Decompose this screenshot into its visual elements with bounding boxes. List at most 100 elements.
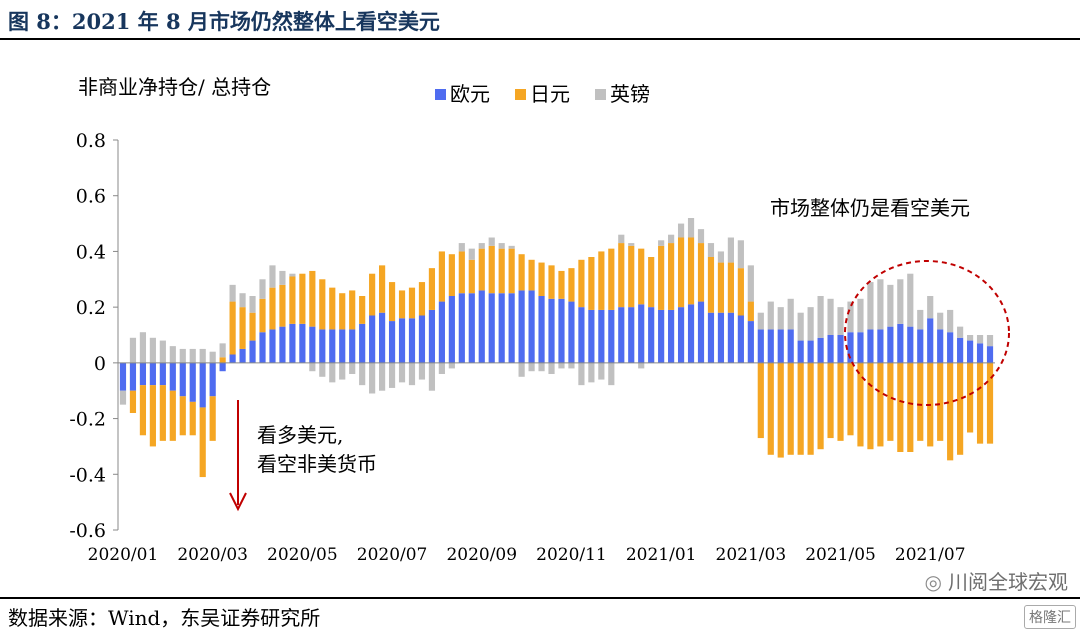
bar-eur-26 <box>379 312 386 363</box>
source-rule <box>0 597 1080 599</box>
bar-jpy-8 <box>199 407 206 478</box>
bar-jpy-49 <box>608 248 615 310</box>
y-tick-label: 0.4 <box>76 241 106 263</box>
bar-jpy-3 <box>149 385 156 447</box>
bar-jpy-20 <box>319 279 326 330</box>
bar-eur-43 <box>548 298 555 363</box>
bar-jpy-16 <box>279 284 286 327</box>
bar-eur-42 <box>538 296 545 363</box>
bar-gbp-66 <box>777 307 784 330</box>
bar-gbp-79 <box>907 273 914 327</box>
bar-jpy-63 <box>747 301 754 322</box>
x-tick-label: 2020/05 <box>267 545 338 565</box>
bar-gbp-70 <box>817 296 824 338</box>
bar-gbp-46 <box>578 362 585 386</box>
bar-eur-80 <box>917 329 924 363</box>
bar-gbp-5 <box>169 346 176 363</box>
bar-eur-20 <box>319 329 326 363</box>
bar-gbp-78 <box>897 279 904 324</box>
source-note: 数据来源：Wind，东吴证券研究所 <box>8 606 321 630</box>
y-axis-label: 非商业净持仓/ 总持仓 <box>78 75 271 99</box>
bar-eur-55 <box>668 309 675 363</box>
bar-eur-46 <box>578 307 585 363</box>
x-tick-label: 2021/07 <box>895 545 966 565</box>
bar-eur-34 <box>458 293 465 363</box>
bar-gbp-72 <box>837 307 844 335</box>
bar-gbp-81 <box>927 296 934 319</box>
x-tick-label: 2020/07 <box>357 545 428 565</box>
bar-eur-14 <box>259 332 266 363</box>
watermark: ◎ 川阅全球宏观 <box>925 566 1068 595</box>
bar-gbp-30 <box>418 362 426 380</box>
bar-eur-57 <box>687 304 695 363</box>
bar-jpy-2 <box>139 385 147 436</box>
bar-eur-48 <box>598 309 605 363</box>
bars-group <box>119 218 994 478</box>
x-tick-label: 2020/09 <box>446 545 517 565</box>
bar-eur-74 <box>857 332 864 363</box>
bar-eur-30 <box>418 315 426 363</box>
legend-swatch-gbp <box>595 89 606 100</box>
bar-jpy-80 <box>917 362 924 441</box>
bar-eur-50 <box>618 307 625 363</box>
bar-gbp-71 <box>827 298 834 335</box>
bar-eur-45 <box>568 301 575 363</box>
figure-title: 图 8：2021 年 8 月市场仍然整体上看空美元 <box>8 9 440 34</box>
gelonghui-logo: 格隆汇 <box>1024 605 1076 629</box>
bar-jpy-84 <box>957 362 964 455</box>
bar-eur-47 <box>588 309 595 363</box>
bar-eur-70 <box>817 337 824 363</box>
wechat-icon: ◎ <box>924 570 942 594</box>
bar-eur-28 <box>398 318 406 363</box>
bar-gbp-82 <box>937 312 944 330</box>
bar-eur-11 <box>229 354 236 363</box>
bar-eur-53 <box>648 307 655 363</box>
bar-gbp-59 <box>707 243 715 257</box>
bar-gbp-58 <box>697 229 705 244</box>
bar-jpy-79 <box>907 362 914 452</box>
bar-jpy-17 <box>289 276 296 324</box>
bar-gbp-16 <box>279 270 286 285</box>
bar-jpy-61 <box>727 262 734 313</box>
bar-jpy-23 <box>349 290 356 330</box>
bar-eur-59 <box>707 312 715 363</box>
bar-eur-54 <box>658 309 665 363</box>
bar-eur-84 <box>957 337 964 363</box>
bar-gbp-61 <box>727 237 734 263</box>
bar-eur-49 <box>608 309 615 363</box>
bar-jpy-46 <box>578 259 585 308</box>
bar-gbp-85 <box>967 335 974 341</box>
bar-eur-62 <box>737 315 744 363</box>
bar-eur-67 <box>787 329 794 363</box>
annotation-bearish-line1: 看多美元, <box>257 423 343 447</box>
legend-label-jpy: 日元 <box>530 82 570 106</box>
bar-gbp-25 <box>369 362 376 394</box>
bar-gbp-34 <box>458 243 465 252</box>
bar-eur-0 <box>119 362 127 391</box>
title-rule <box>0 38 1080 40</box>
bar-jpy-41 <box>528 259 535 291</box>
bar-eur-13 <box>249 340 256 363</box>
bar-jpy-83 <box>947 362 954 461</box>
bar-jpy-15 <box>269 287 276 330</box>
bar-eur-3 <box>149 362 156 386</box>
bar-gbp-63 <box>747 265 754 302</box>
bar-gbp-77 <box>887 284 894 327</box>
bar-jpy-78 <box>897 362 904 452</box>
bar-gbp-64 <box>757 312 764 330</box>
bar-jpy-26 <box>379 265 386 313</box>
bar-gbp-62 <box>737 240 744 269</box>
bar-jpy-6 <box>179 396 186 436</box>
annotation-bullish: 市场整体仍是看空美元 <box>770 196 970 220</box>
bar-jpy-53 <box>648 257 655 308</box>
y-tick-label: 0 <box>94 353 106 375</box>
bar-eur-66 <box>777 329 784 363</box>
bar-eur-5 <box>169 362 176 391</box>
bar-eur-56 <box>677 307 685 363</box>
bar-jpy-42 <box>538 262 545 296</box>
bar-eur-31 <box>428 309 436 363</box>
bar-gbp-43 <box>548 362 555 374</box>
bar-gbp-84 <box>957 326 964 338</box>
bar-eur-61 <box>727 312 734 363</box>
bar-gbp-1 <box>129 337 137 363</box>
